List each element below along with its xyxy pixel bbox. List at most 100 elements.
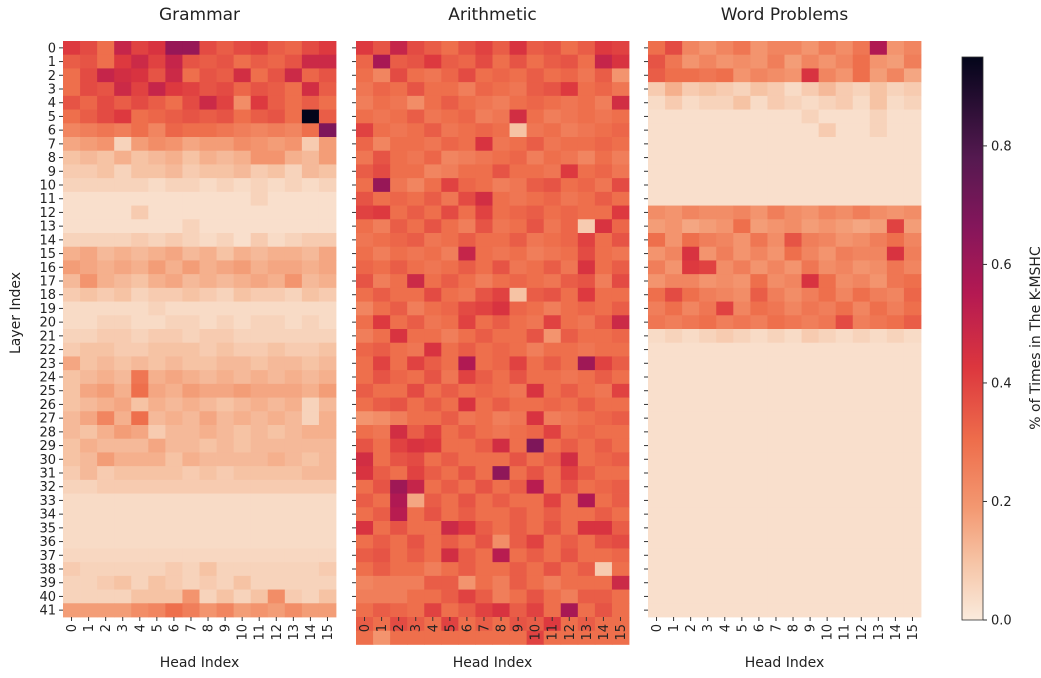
heatmap-cell — [750, 54, 768, 69]
heatmap-cell — [784, 342, 802, 357]
heatmap-cell — [182, 287, 200, 302]
heatmap-cell — [492, 287, 510, 302]
heatmap-cell — [182, 191, 200, 206]
heatmap-cell — [767, 68, 785, 83]
heatmap-cell — [818, 123, 837, 138]
heatmap-cell — [424, 178, 442, 193]
heatmap-cell — [543, 54, 562, 69]
heatmap-cell — [182, 260, 200, 275]
heatmap-cell — [216, 54, 235, 69]
heatmap-cell — [148, 548, 166, 563]
heatmap-cell — [594, 534, 613, 549]
heatmap-cell — [801, 534, 820, 549]
heatmap-cell — [784, 411, 802, 426]
heatmap-cell — [80, 466, 98, 481]
heatmap-cell — [475, 548, 493, 563]
heatmap-cell — [750, 548, 768, 563]
heatmap-cell — [424, 68, 442, 83]
heatmap-cell — [648, 246, 666, 261]
heatmap-cell — [852, 383, 871, 398]
heatmap-cell — [424, 191, 442, 206]
heatmap-cell — [80, 342, 98, 357]
heatmap-cell — [131, 411, 149, 426]
heatmap-cell — [475, 342, 493, 357]
heatmap-cell — [611, 301, 630, 316]
heatmap-cell — [716, 383, 734, 398]
x-tick-label: 4 — [133, 624, 148, 632]
heatmap-cell — [373, 411, 391, 426]
heatmap-cell — [475, 54, 493, 69]
heatmap-cell — [543, 95, 562, 110]
heatmap-cell — [97, 287, 115, 302]
heatmap-cell — [682, 246, 700, 261]
heatmap-cell — [148, 425, 166, 440]
heatmap-cell — [699, 54, 717, 69]
heatmap-cell — [301, 575, 320, 590]
heatmap-cell — [716, 68, 734, 83]
heatmap-cell — [407, 493, 425, 508]
heatmap-cell — [199, 123, 217, 138]
heatmap-cell — [390, 383, 408, 398]
heatmap-cell — [611, 425, 630, 440]
heatmap-cell — [560, 54, 579, 69]
heatmap-cell — [750, 68, 768, 83]
heatmap-cell — [886, 342, 905, 357]
heatmap-cell — [886, 178, 905, 193]
heatmap-cell — [318, 370, 337, 385]
heatmap-cell — [356, 329, 374, 344]
heatmap-cell — [869, 150, 888, 165]
heatmap-cell — [441, 123, 459, 138]
heatmap-cell — [148, 438, 166, 453]
heatmap-cell — [784, 260, 802, 275]
heatmap-cell — [80, 479, 98, 494]
heatmap-cell — [611, 123, 630, 138]
heatmap-cell — [390, 246, 408, 261]
heatmap-cell — [594, 452, 613, 467]
heatmap-cell — [492, 452, 510, 467]
heatmap-cell — [424, 301, 442, 316]
heatmap-cell — [233, 191, 252, 206]
heatmap-cell — [301, 150, 320, 165]
heatmap-cell — [560, 493, 579, 508]
heatmap-cell — [733, 246, 751, 261]
heatmap-cell — [165, 356, 183, 371]
heatmap-cell — [373, 287, 391, 302]
heatmap-cell — [818, 233, 837, 248]
heatmap-cell — [492, 82, 510, 97]
heatmap-cell — [526, 383, 545, 398]
heatmap-cell — [665, 41, 683, 56]
heatmap-cell — [648, 191, 666, 206]
heatmap-cell — [407, 548, 425, 563]
heatmap-cell — [767, 589, 785, 604]
heatmap-cell — [63, 260, 81, 275]
heatmap-cell — [594, 191, 613, 206]
heatmap-cell — [699, 479, 717, 494]
heatmap-cell — [818, 575, 837, 590]
heatmap-cell — [475, 452, 493, 467]
heatmap-cell — [818, 548, 837, 563]
heatmap-cell — [267, 137, 286, 152]
heatmap-cell — [526, 246, 545, 261]
panel-title: Word Problems — [721, 5, 849, 25]
heatmap-cell — [801, 342, 820, 357]
heatmap-cell — [509, 370, 528, 385]
heatmap-cell — [441, 178, 459, 193]
y-tick-label: 2 — [48, 69, 56, 84]
heatmap-cell — [80, 452, 98, 467]
heatmap-cell — [114, 425, 132, 440]
heatmap-cell — [267, 191, 286, 206]
heatmap-cell — [441, 329, 459, 344]
heatmap-cell — [699, 562, 717, 577]
heatmap-cell — [648, 466, 666, 481]
heatmap-cell — [80, 548, 98, 563]
heatmap-cell — [182, 521, 200, 536]
heatmap-cell — [390, 521, 408, 536]
heatmap-cell — [267, 205, 286, 220]
heatmap-cell — [716, 41, 734, 56]
heatmap-cell — [903, 82, 922, 97]
heatmap-cell — [543, 603, 562, 618]
heatmap-cell — [407, 164, 425, 179]
heatmap-cell — [318, 507, 337, 522]
heatmap-cell — [233, 205, 252, 220]
heatmap-cell — [114, 164, 132, 179]
